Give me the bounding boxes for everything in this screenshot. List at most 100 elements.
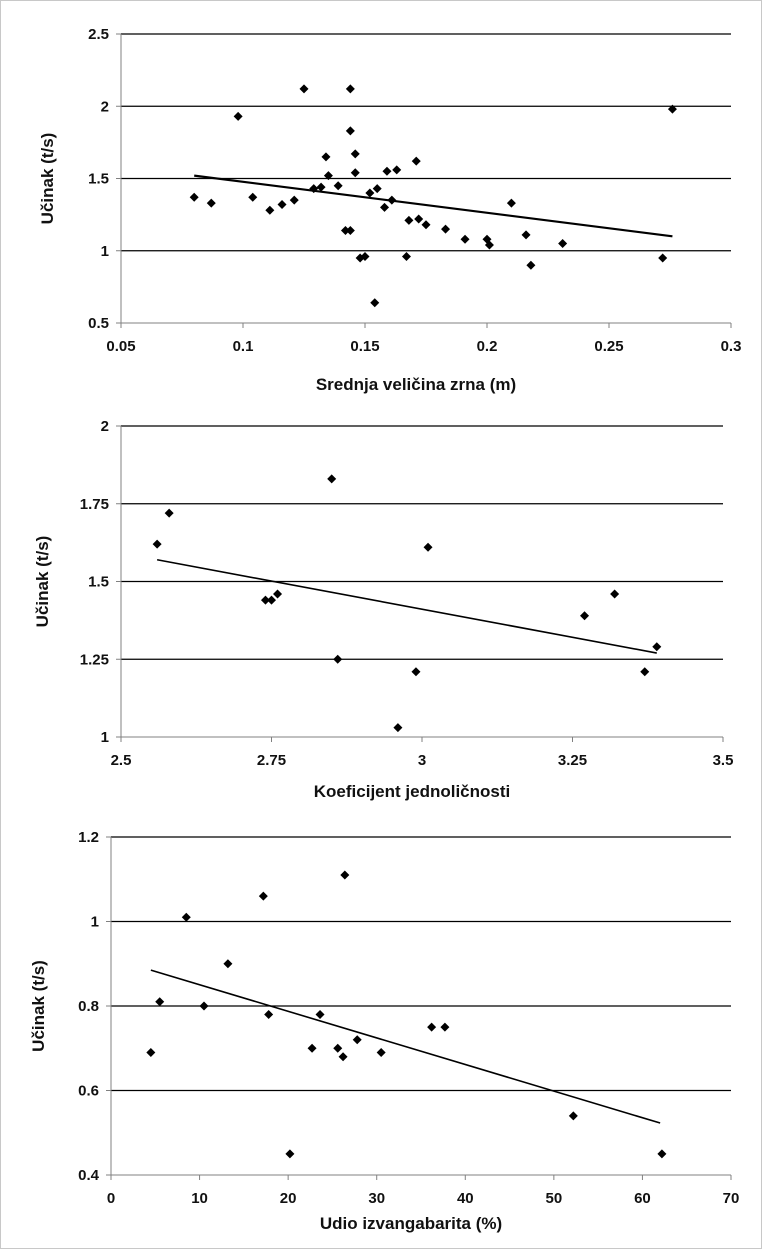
- data-point: [568, 1111, 578, 1121]
- data-point: [460, 234, 470, 244]
- data-point: [206, 198, 216, 208]
- y-tick-label: 1.75: [80, 496, 109, 513]
- data-point: [376, 1047, 386, 1057]
- data-point: [323, 171, 333, 181]
- x-tick-label: 3: [418, 752, 426, 769]
- data-point: [289, 195, 299, 205]
- trendline: [194, 174, 673, 238]
- data-point: [414, 214, 424, 224]
- data-point: [345, 226, 355, 236]
- y-tick-label: 1.25: [80, 651, 109, 668]
- x-axis-title: Srednja veličina zrna (m): [316, 375, 516, 394]
- data-point: [233, 111, 243, 121]
- data-point: [411, 156, 421, 166]
- data-point: [657, 1149, 667, 1159]
- x-tick-label: 70: [723, 1190, 740, 1207]
- data-point: [370, 298, 380, 308]
- data-point: [350, 168, 360, 178]
- y-tick-label: 0.5: [88, 315, 109, 332]
- data-point: [526, 260, 536, 270]
- data-point: [484, 240, 494, 250]
- data-point: [372, 184, 382, 194]
- y-axis-title: Učinak (t/s): [29, 960, 48, 1052]
- data-point: [365, 188, 375, 198]
- y-tick-label: 1.5: [88, 574, 109, 591]
- x-axis-title: Udio izvangabarita (%): [320, 1214, 502, 1233]
- data-point: [404, 215, 414, 225]
- data-point: [299, 84, 309, 94]
- data-point: [285, 1149, 295, 1159]
- x-tick-label: 10: [191, 1190, 208, 1207]
- y-tick-label: 1: [101, 729, 109, 746]
- y-tick-label: 0.8: [78, 998, 99, 1015]
- data-point: [360, 252, 370, 262]
- data-point: [333, 181, 343, 191]
- y-tick-label: 2.5: [88, 26, 109, 43]
- data-point: [189, 192, 199, 202]
- x-axis-title: Koeficijent jednoličnosti: [314, 782, 510, 801]
- data-point: [380, 202, 390, 212]
- data-point: [321, 152, 331, 162]
- data-point: [264, 1009, 274, 1019]
- data-point: [152, 539, 162, 549]
- data-point: [421, 220, 431, 230]
- data-point: [265, 205, 275, 215]
- data-point: [223, 959, 233, 969]
- y-tick-label: 1: [91, 914, 99, 931]
- data-point: [667, 104, 677, 114]
- data-point: [521, 230, 531, 240]
- data-point: [315, 1009, 325, 1019]
- data-point: [327, 474, 337, 484]
- x-tick-label: 40: [457, 1190, 474, 1207]
- data-point: [387, 195, 397, 205]
- data-point: [350, 149, 360, 159]
- data-point: [658, 253, 668, 263]
- x-tick-label: 0.05: [106, 338, 135, 355]
- x-tick-label: 30: [368, 1190, 385, 1207]
- data-point: [352, 1035, 362, 1045]
- y-tick-label: 0.6: [78, 1083, 99, 1100]
- y-tick-label: 1.2: [78, 829, 99, 846]
- y-axis-title: Učinak (t/s): [33, 536, 52, 628]
- data-point: [382, 166, 392, 176]
- x-tick-label: 0: [107, 1190, 115, 1207]
- data-point: [267, 595, 276, 605]
- data-point: [181, 912, 191, 922]
- data-point: [316, 182, 326, 192]
- data-point: [427, 1022, 437, 1032]
- trendline: [156, 558, 657, 654]
- y-tick-label: 1.5: [88, 171, 109, 188]
- data-point: [258, 891, 268, 901]
- y-tick-label: 2: [101, 418, 109, 435]
- data-point: [392, 165, 402, 175]
- data-point: [277, 200, 287, 210]
- chart-grain-size: 0.5 1 1.5 2 2.5 0.05 0.1 0.15 0.2 0.25 0.3 Srednja …: [38, 26, 742, 394]
- x-tick-label: 2.75: [257, 752, 286, 769]
- data-point: [345, 84, 355, 94]
- data-point: [610, 589, 620, 599]
- data-point: [333, 1043, 343, 1053]
- x-tick-label: 0.15: [350, 338, 379, 355]
- data-point: [440, 1022, 450, 1032]
- data-point: [558, 239, 568, 249]
- data-point: [260, 595, 270, 605]
- data-point: [338, 1052, 348, 1062]
- data-point: [199, 1001, 209, 1011]
- data-point: [155, 997, 165, 1007]
- x-tick-label: 3.5: [713, 752, 734, 769]
- x-tick-label: 0.3: [721, 338, 742, 355]
- data-point: [506, 198, 516, 208]
- y-axis-title: Učinak (t/s): [38, 133, 57, 225]
- data-point: [333, 654, 343, 664]
- data-point: [340, 226, 350, 236]
- data-point: [423, 542, 433, 552]
- y-tick-label: 2: [101, 98, 109, 115]
- data-point: [309, 184, 319, 194]
- data-point: [146, 1047, 156, 1057]
- x-tick-label: 60: [634, 1190, 651, 1207]
- x-tick-label: 20: [280, 1190, 297, 1207]
- data-point: [273, 589, 283, 599]
- data-point: [580, 611, 590, 621]
- trendline: [150, 969, 661, 1124]
- data-point: [345, 126, 355, 136]
